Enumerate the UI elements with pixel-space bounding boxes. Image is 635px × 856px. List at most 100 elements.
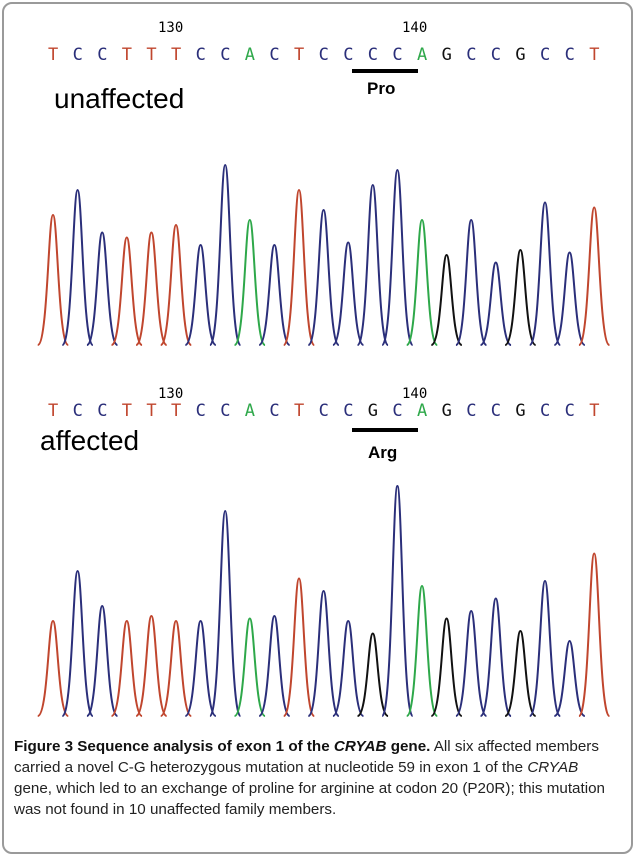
trace-peak-C bbox=[61, 569, 94, 717]
base-call-C: C bbox=[73, 45, 83, 65]
base-call-C: C bbox=[97, 45, 107, 65]
trace-peak-T bbox=[135, 231, 168, 346]
base-call-G: G bbox=[515, 401, 525, 421]
trace-peak-T bbox=[110, 236, 144, 346]
trace-peak-C bbox=[208, 509, 242, 717]
trace-peak-C bbox=[356, 183, 390, 346]
base-call-C: C bbox=[343, 401, 353, 421]
amino-acid-label-pro: Pro bbox=[367, 79, 395, 98]
base-call-C: C bbox=[565, 401, 575, 421]
trace-peak-C bbox=[85, 604, 119, 717]
trace-peak-G bbox=[504, 248, 537, 346]
base-call-C: C bbox=[491, 401, 501, 421]
trace-peak-C bbox=[381, 484, 414, 717]
trace-peak-T bbox=[110, 619, 144, 717]
trace-peak-C bbox=[553, 639, 586, 717]
panel-label-affected: affected bbox=[40, 425, 139, 456]
trace-peak-A bbox=[405, 218, 439, 346]
caption-gene: CRYAB bbox=[527, 759, 579, 776]
trace-peak-C bbox=[258, 614, 291, 717]
base-call-C: C bbox=[392, 45, 402, 65]
trace-peak-C bbox=[454, 218, 488, 346]
caption-title-gene: CRYAB bbox=[333, 738, 387, 755]
trace-peak-A bbox=[233, 617, 267, 717]
trace-peak-T bbox=[159, 619, 193, 717]
figure-caption: Figure 3 Sequence analysis of exon 1 of … bbox=[14, 736, 620, 820]
trace-peak-C bbox=[307, 589, 340, 717]
trace-peak-T bbox=[36, 213, 70, 346]
base-call-T: T bbox=[122, 401, 132, 421]
trace-peak-C bbox=[528, 201, 562, 346]
trace-peak-C bbox=[208, 163, 242, 346]
base-call-C: C bbox=[220, 401, 230, 421]
trace-peak-A bbox=[233, 218, 267, 346]
base-call-C: C bbox=[392, 401, 402, 421]
base-call-C: C bbox=[466, 401, 476, 421]
trace-peak-T bbox=[282, 577, 316, 717]
base-call-G: G bbox=[442, 45, 452, 65]
base-call-C: C bbox=[368, 45, 378, 65]
base-call-C: C bbox=[491, 45, 501, 65]
base-call-C: C bbox=[196, 45, 206, 65]
base-call-T: T bbox=[589, 45, 599, 65]
trace-peak-C bbox=[479, 261, 513, 346]
caption-text-2: gene, which led to an exchange of prolin… bbox=[14, 780, 605, 818]
base-call-T: T bbox=[48, 401, 58, 421]
amino-acid-label-arg: Arg bbox=[368, 443, 397, 462]
trace-peak-C bbox=[258, 243, 291, 346]
trace-peak-A bbox=[405, 584, 439, 717]
base-call-C: C bbox=[466, 45, 476, 65]
base-call-C: C bbox=[220, 45, 230, 65]
base-call-T: T bbox=[171, 45, 181, 65]
caption-title-prefix: Figure 3 Sequence analysis of exon 1 of … bbox=[14, 738, 334, 755]
base-call-C: C bbox=[343, 45, 353, 65]
trace-peak-C bbox=[479, 597, 513, 717]
trace-peak-C bbox=[331, 241, 365, 346]
trace-peak-G bbox=[430, 617, 463, 717]
trace-peak-C bbox=[61, 188, 94, 346]
trace-peak-C bbox=[553, 251, 586, 346]
base-call-C: C bbox=[540, 45, 550, 65]
position-label-130: 130 bbox=[158, 386, 183, 402]
base-call-G: G bbox=[442, 401, 452, 421]
trace-peak-T bbox=[36, 619, 70, 717]
base-call-T: T bbox=[48, 45, 58, 65]
trace-peak-G bbox=[430, 253, 463, 346]
trace-peak-C bbox=[381, 168, 414, 346]
caption-title: Figure 3 Sequence analysis of exon 1 of … bbox=[14, 738, 430, 755]
base-call-T: T bbox=[294, 401, 304, 421]
base-call-C: C bbox=[196, 401, 206, 421]
trace-peak-T bbox=[577, 206, 611, 346]
base-call-C: C bbox=[269, 401, 279, 421]
base-call-C: C bbox=[97, 401, 107, 421]
base-call-A: A bbox=[417, 401, 427, 421]
trace-peak-C bbox=[528, 579, 562, 717]
panel-label-unaffected: unaffected bbox=[54, 83, 184, 114]
base-call-T: T bbox=[589, 401, 599, 421]
base-call-C: C bbox=[319, 401, 329, 421]
base-call-A: A bbox=[245, 401, 255, 421]
base-call-A: A bbox=[245, 45, 255, 65]
position-label-130: 130 bbox=[158, 20, 183, 36]
chromatogram-traces bbox=[36, 163, 611, 346]
caption-text-1: All six affected members carried a novel… bbox=[14, 738, 599, 776]
trace-peak-C bbox=[184, 243, 217, 346]
base-call-C: C bbox=[319, 45, 329, 65]
trace-peak-T bbox=[577, 552, 611, 717]
base-call-C: C bbox=[565, 45, 575, 65]
position-label-140: 140 bbox=[402, 386, 427, 402]
base-call-C: C bbox=[269, 45, 279, 65]
position-label-140: 140 bbox=[402, 20, 427, 36]
trace-peak-C bbox=[184, 619, 217, 717]
trace-peak-T bbox=[135, 614, 168, 717]
base-call-C: C bbox=[73, 401, 83, 421]
base-call-T: T bbox=[294, 45, 304, 65]
caption-title-suffix: gene. bbox=[386, 738, 431, 755]
base-call-T: T bbox=[122, 45, 132, 65]
